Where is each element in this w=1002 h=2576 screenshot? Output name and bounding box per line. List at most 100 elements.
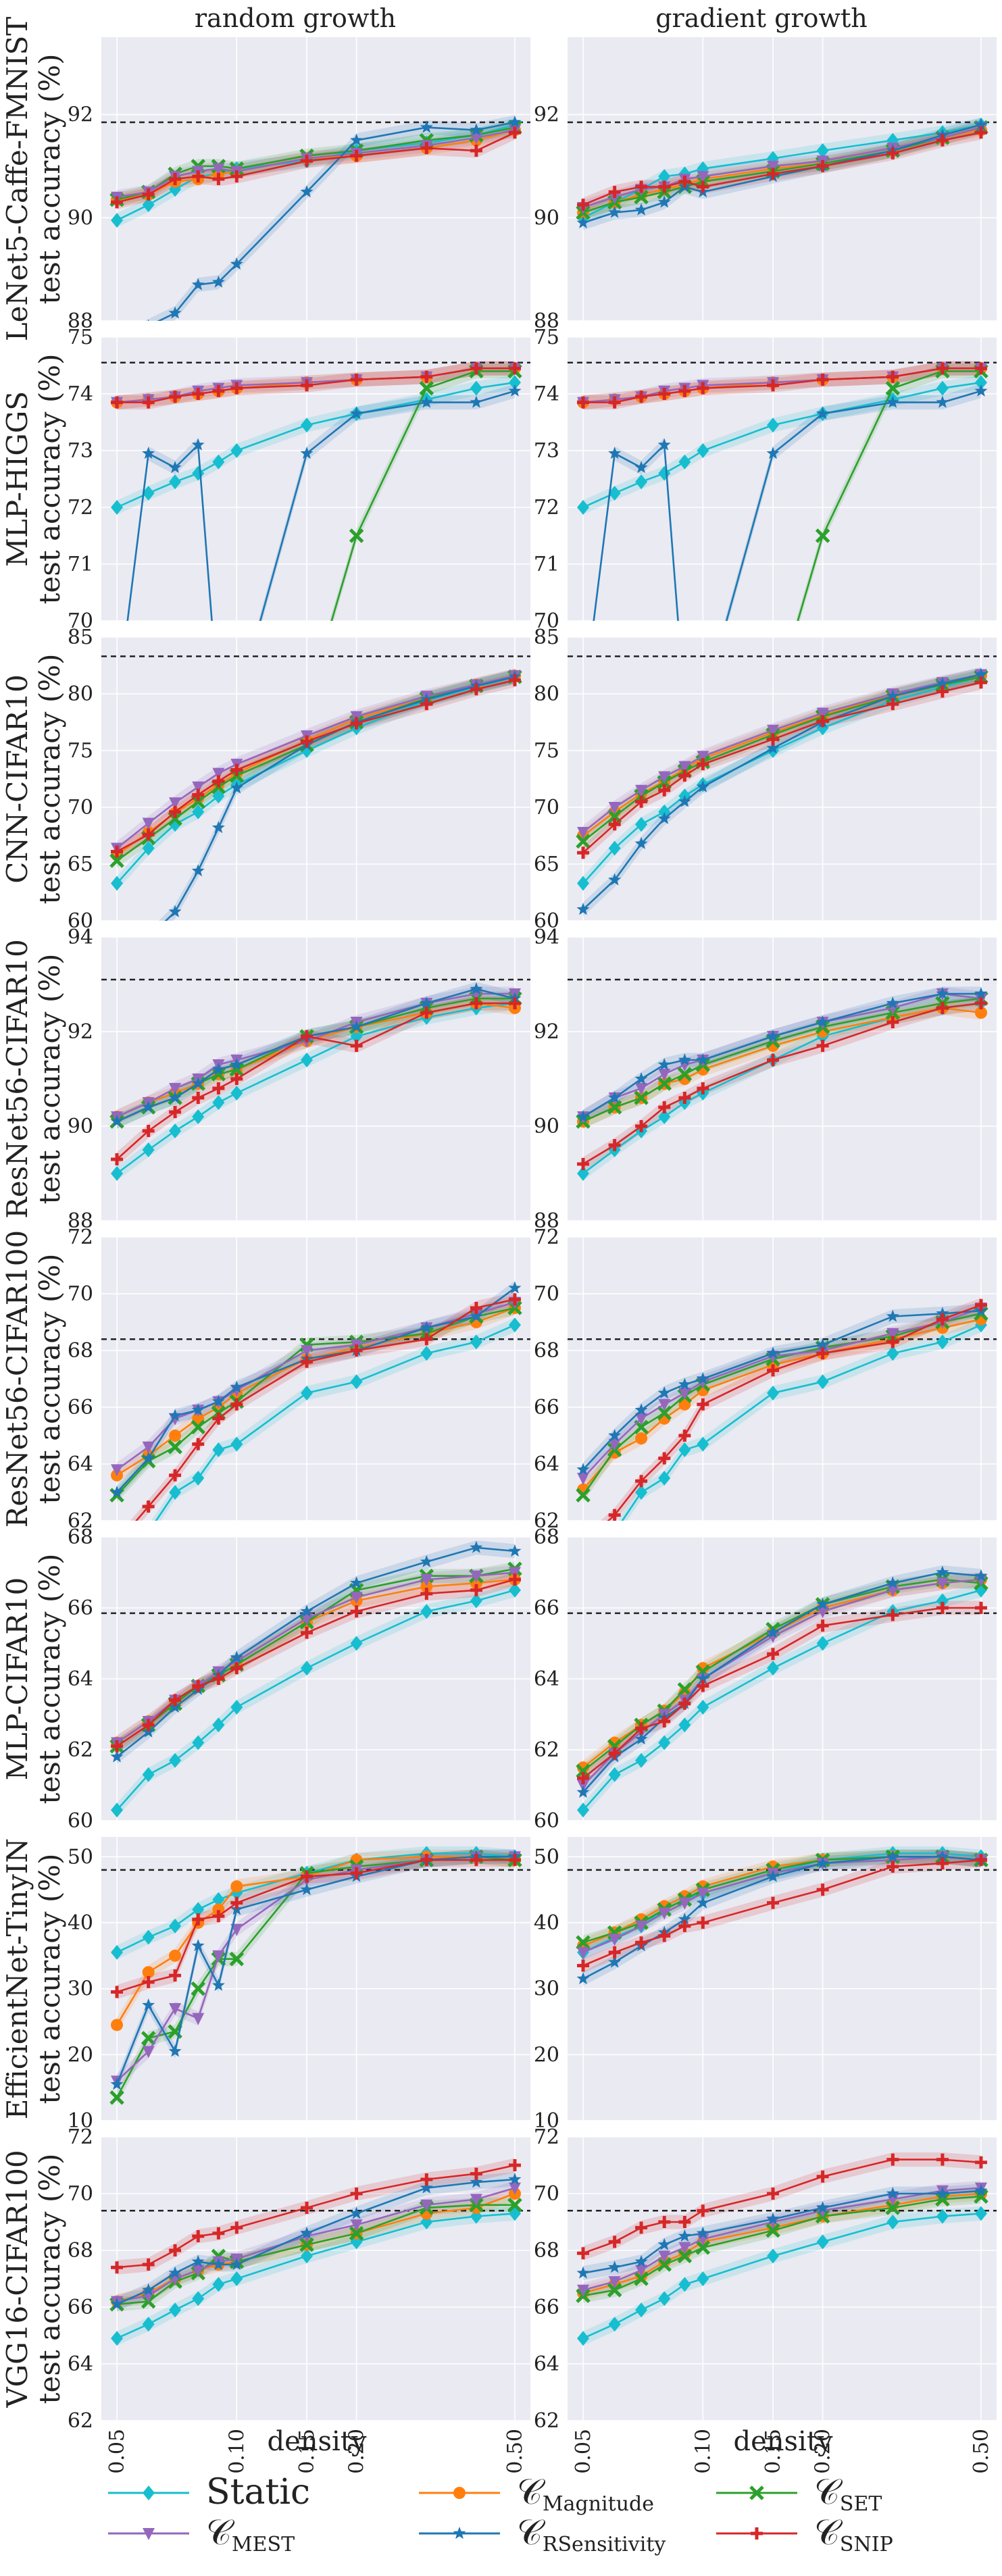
point-snip [111,1153,124,1165]
plot-area [101,1540,530,1818]
band-rsensitivity [583,1303,981,1477]
point-mest [767,724,780,737]
point-rsensitivity [168,2266,182,2279]
y-tick-label: 90 [68,206,93,230]
point-rsensitivity [191,278,205,291]
y-tick-label: 75 [68,739,93,763]
legend-label: 𝒞Magnitude [517,2472,654,2516]
x-tick-label: 0.20 [345,2429,369,2474]
legend-item-static: Static [108,2472,310,2512]
point-mest [886,1328,899,1340]
point-rsensitivity [350,2206,364,2219]
point-set [109,853,124,868]
point-snip [192,1438,205,1450]
y-tick-label: 92 [68,103,93,127]
point-snip [635,180,648,193]
point-static [658,2291,671,2306]
point-rsensitivity [886,2187,899,2200]
point-static [470,380,482,396]
y-tick-label: 70 [68,1282,93,1306]
y-tick-label: 90 [68,1115,93,1138]
point-rsensitivity [508,1544,522,1557]
point-snip [420,370,433,383]
row-mlp-higgs: MLP-HIGGS test accuracy (%)70717273747570… [1,326,997,633]
point-snip [974,1854,987,1867]
point-magnitude [169,1430,182,1442]
point-mest [658,1398,671,1411]
point-rsensitivity [886,689,899,702]
point-snip [230,1662,243,1675]
point-snip [658,1929,671,1942]
point-rsensitivity [168,1091,182,1104]
point-snip [886,2153,899,2166]
point-snip [508,1293,521,1306]
point-rsensitivity [608,1955,622,1968]
point-rsensitivity [142,447,155,459]
point-set [141,2031,156,2046]
point-snip [697,1082,709,1094]
point-mest [697,171,709,184]
y-tick-label: 90 [534,206,559,230]
point-rsensitivity [300,1883,314,1896]
panel-background [568,1837,997,2121]
plot-area [568,1846,997,1986]
legend-main: 𝒞 [206,2512,235,2553]
point-snip [936,2153,949,2166]
point-snip [635,1120,648,1132]
col-title-random: random growth [195,3,396,33]
point-set [657,1076,672,1091]
point-rsensitivity [657,438,671,451]
legend-main: 𝒞 [814,2512,843,2553]
point-snip [936,1002,949,1014]
column-titles: random growth gradient growth [195,3,868,33]
point-magnitude [420,1580,433,1593]
point-static [301,1386,314,1400]
point-snip [192,2230,205,2242]
x-tick-label: 0.20 [811,2429,835,2474]
plot-area [101,1846,530,2105]
panel-gradient: 70 71 72 73 74 75 [534,326,997,633]
point-static [577,1166,590,1181]
point-snip [350,1040,363,1052]
point-mest [635,1920,648,1933]
y-tick-label: 40 [68,1911,93,1935]
legend-label: 𝒞RSensitivity [517,2512,666,2556]
point-snip [767,1364,780,1377]
legend-marker [143,2485,155,2500]
point-static [470,1593,482,1609]
legend-marker [749,2485,764,2500]
point-rsensitivity [211,2258,225,2271]
x-tick-label: 0.15 [295,2429,319,2474]
legend-label: Static [206,2472,310,2512]
point-magnitude [608,1736,621,1749]
point-rsensitivity [350,1020,364,1033]
point-snip [697,758,709,771]
point-static [111,1802,124,1818]
point-snip [301,1870,314,1883]
panel-gradient: 62 64 66 68 70 72 [534,1226,997,1533]
point-static [420,1346,433,1361]
point-set [815,528,830,543]
legend-main: Static [206,2472,310,2512]
point-rsensitivity [634,1072,648,1085]
point-static [697,2271,709,2286]
point-static [142,2317,155,2332]
band-rsensitivity [126,384,515,621]
point-static [936,2208,949,2224]
point-snip [230,1398,243,1411]
point-mest [678,1897,691,1910]
point-rsensitivity [936,395,949,408]
point-mest [697,1888,709,1900]
point-static [192,1471,205,1486]
point-static [608,2317,621,2332]
point-rsensitivity [211,275,225,288]
point-rsensitivity [420,1555,433,1567]
point-rsensitivity [191,438,205,451]
point-snip [470,683,482,696]
y-tick-label: 73 [534,439,559,463]
y-tick-label: 64 [68,2352,93,2376]
point-snip [767,379,780,392]
point-snip [192,1913,205,1926]
point-rsensitivity [576,1463,590,1475]
